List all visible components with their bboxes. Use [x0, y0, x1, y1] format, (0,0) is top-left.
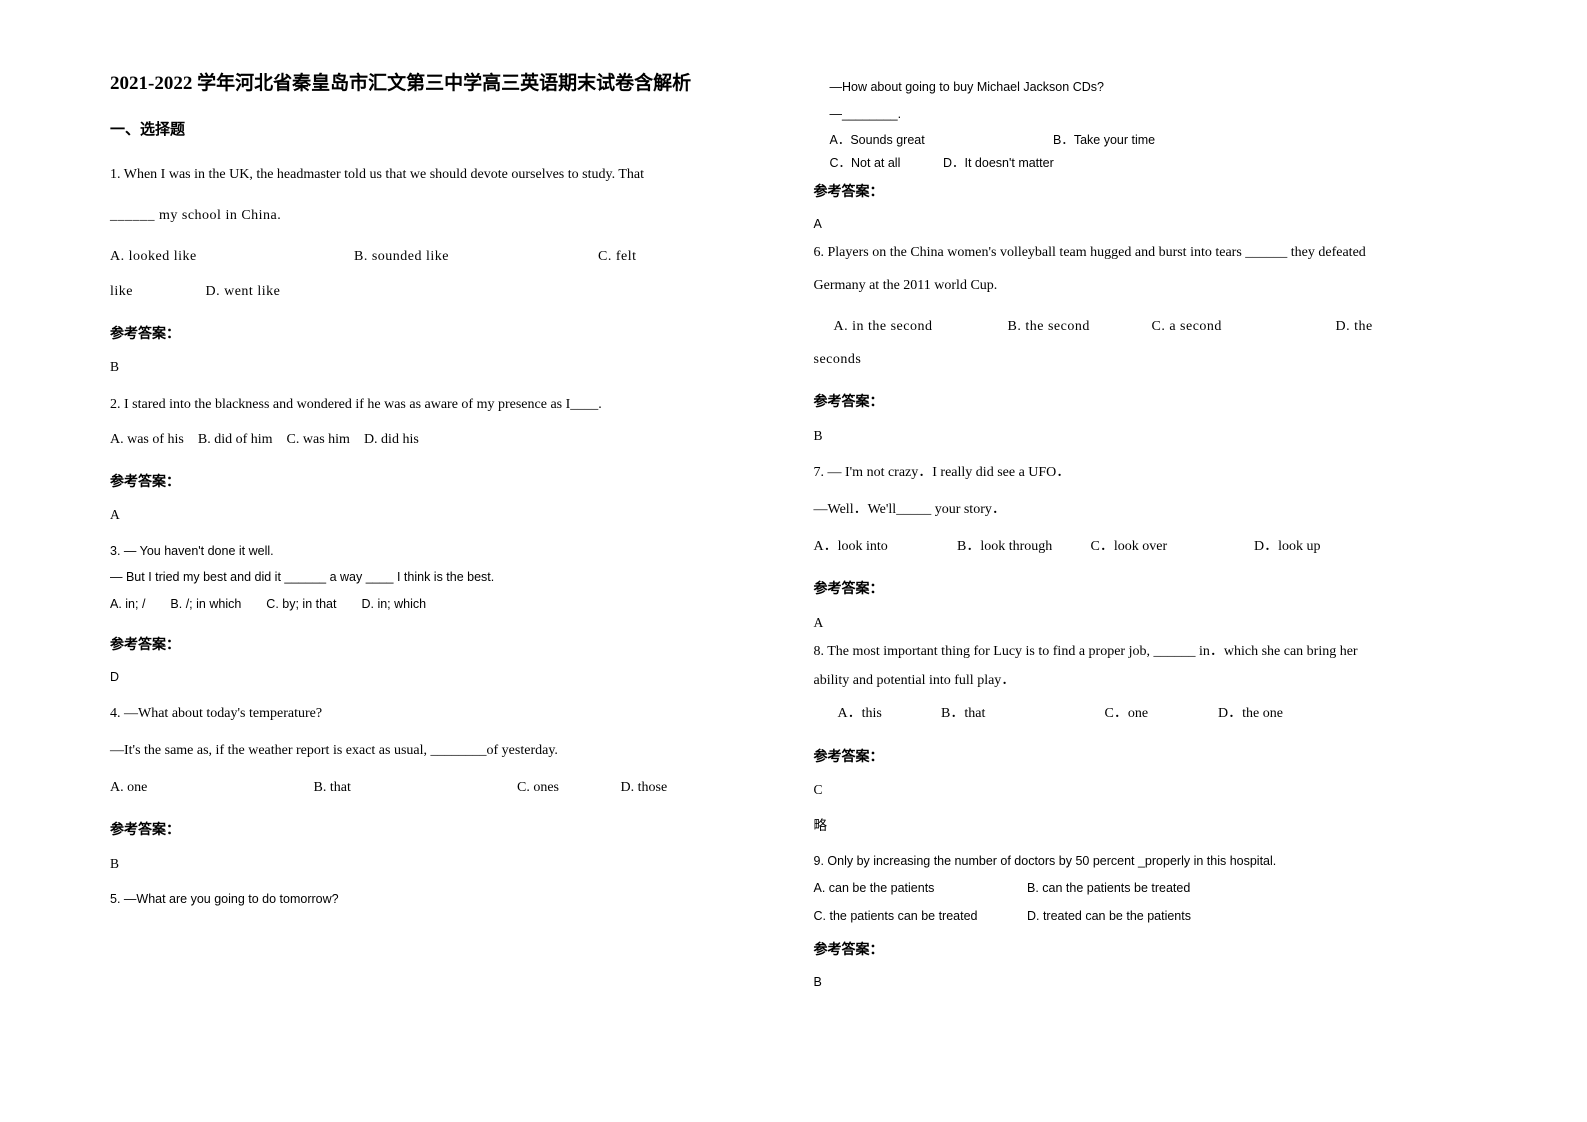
- question-6: 6. Players on the China women's volleyba…: [814, 240, 1478, 373]
- q1-option-a: A. looked like: [110, 244, 350, 269]
- q8-answer: C: [814, 778, 1478, 802]
- q9-options-row2: C. the patients can be treated D. treate…: [814, 905, 1478, 928]
- q2-answer: A: [110, 503, 774, 527]
- q6-option-d: D. the: [1336, 314, 1373, 339]
- right-column: —How about going to buy Michael Jackson …: [794, 70, 1498, 1072]
- q1-option-b: B. sounded like: [354, 244, 594, 269]
- q8-answer-label: 参考答案：: [814, 745, 1478, 770]
- question-3: 3. — You haven't done it well. — But I t…: [110, 540, 774, 616]
- question-4: 4. —What about today's temperature? —It'…: [110, 701, 774, 801]
- q4-answer: B: [110, 852, 774, 876]
- q1-option-c: C. felt: [598, 244, 637, 269]
- q5-stem-line2: —How about going to buy Michael Jackson …: [830, 76, 1478, 99]
- q4-options: A. one B. that C. ones D. those: [110, 775, 774, 800]
- q9-options-row1: A. can be the patients B. can the patien…: [814, 877, 1478, 900]
- q7-option-d: D．look up: [1254, 534, 1321, 559]
- q1-stem-line2: ______ my school in China.: [110, 203, 774, 228]
- q9-stem: 9. Only by increasing the number of doct…: [814, 850, 1478, 873]
- q7-answer: A: [814, 611, 1478, 635]
- q3-stem-line2: — But I tried my best and did it ______ …: [110, 566, 774, 589]
- question-9: 9. Only by increasing the number of doct…: [814, 850, 1478, 928]
- q5-options-row1: A．Sounds great B．Take your time: [830, 129, 1478, 152]
- q4-answer-label: 参考答案：: [110, 818, 774, 843]
- q7-stem-line1: 7. — I'm not crazy．I really did see a UF…: [814, 460, 1478, 485]
- question-7: 7. — I'm not crazy．I really did see a UF…: [814, 460, 1478, 560]
- q3-answer: D: [110, 666, 774, 689]
- question-8: 8. The most important thing for Lucy is …: [814, 639, 1478, 727]
- q7-option-b: B．look through: [957, 534, 1087, 559]
- q2-stem: 2. I stared into the blackness and wonde…: [110, 392, 774, 417]
- q8-stem-line1: 8. The most important thing for Lucy is …: [814, 639, 1478, 664]
- left-column: 2021-2022 学年河北省秦皇岛市汇文第三中学高三英语期末试卷含解析 一、选…: [90, 70, 794, 1072]
- q7-answer-label: 参考答案：: [814, 577, 1478, 602]
- q6-stem-line1: 6. Players on the China women's volleyba…: [814, 240, 1478, 265]
- q5-answer: A: [814, 213, 1478, 236]
- q9-answer: B: [814, 971, 1478, 994]
- q4-stem-line2: —It's the same as, if the weather report…: [110, 738, 774, 763]
- q1-stem-line1: 1. When I was in the UK, the headmaster …: [110, 162, 774, 187]
- q5-options-row2: C．Not at all D．It doesn't matter: [830, 152, 1478, 175]
- q1-options-row1: A. looked like B. sounded like C. felt: [110, 244, 774, 269]
- q7-option-c: C．look over: [1091, 534, 1251, 559]
- q9-option-b: B. can the patients be treated: [1027, 877, 1190, 900]
- q6-options-row1: A. in the second B. the second C. a seco…: [834, 314, 1478, 339]
- q6-answer: B: [814, 424, 1478, 448]
- q6-answer-label: 参考答案：: [814, 390, 1478, 415]
- q1-answer: B: [110, 355, 774, 379]
- q9-answer-label: 参考答案：: [814, 938, 1478, 963]
- q4-option-a: A. one: [110, 775, 310, 800]
- q4-option-b: B. that: [314, 775, 514, 800]
- q1-answer-label: 参考答案：: [110, 322, 774, 347]
- q8-option-c: C．one: [1105, 701, 1215, 726]
- q9-option-d: D. treated can be the patients: [1027, 905, 1191, 928]
- q8-option-b: B．that: [941, 701, 1101, 726]
- q8-note: 略: [814, 814, 1478, 838]
- q4-option-d: D. those: [621, 775, 668, 800]
- question-2: 2. I stared into the blackness and wonde…: [110, 392, 774, 452]
- q1-options-row2: like D. went like: [110, 279, 774, 304]
- q7-stem-line2: —Well．We'll_____ your story．: [814, 497, 1478, 522]
- q4-stem-line1: 4. —What about today's temperature?: [110, 701, 774, 726]
- section-1-header: 一、选择题: [110, 117, 774, 144]
- q5-stem-line1: 5. —What are you going to do tomorrow?: [110, 888, 774, 911]
- q8-stem-line2: ability and potential into full play．: [814, 668, 1478, 693]
- q6-option-c: C. a second: [1152, 314, 1332, 339]
- q5-option-d: D．It doesn't matter: [943, 152, 1054, 175]
- q8-option-d: D．the one: [1218, 701, 1283, 726]
- q3-stem-line1: 3. — You haven't done it well.: [110, 540, 774, 563]
- question-1: 1. When I was in the UK, the headmaster …: [110, 162, 774, 305]
- exam-title: 2021-2022 学年河北省秦皇岛市汇文第三中学高三英语期末试卷含解析: [110, 70, 774, 99]
- q6-option-b: B. the second: [1008, 314, 1148, 339]
- q2-options: A. was of his B. did of him C. was him D…: [110, 427, 774, 452]
- question-5-cont: —How about going to buy Michael Jackson …: [814, 76, 1478, 174]
- q5-option-b: B．Take your time: [1053, 129, 1155, 152]
- q5-option-a: A．Sounds great: [830, 129, 1050, 152]
- q6-stem-line2: Germany at the 2011 world Cup.: [814, 273, 1478, 298]
- q6-option-a: A. in the second: [834, 314, 1004, 339]
- q5-stem-line3: —________.: [830, 103, 1478, 126]
- q9-option-c: C. the patients can be treated: [814, 905, 1024, 928]
- q3-answer-label: 参考答案：: [110, 633, 774, 658]
- q8-option-a: A．this: [838, 701, 938, 726]
- q7-options: A．look into B．look through C．look over D…: [814, 534, 1478, 559]
- q5-answer-label: 参考答案：: [814, 180, 1478, 205]
- q5-option-c: C．Not at all: [830, 152, 940, 175]
- q4-option-c: C. ones: [517, 775, 617, 800]
- q9-option-a: A. can be the patients: [814, 877, 1024, 900]
- q6-options-row2: seconds: [814, 347, 1478, 372]
- q2-answer-label: 参考答案：: [110, 470, 774, 495]
- q3-options: A. in; / B. /; in which C. by; in that D…: [110, 593, 774, 616]
- q8-options: A．this B．that C．one D．the one: [838, 701, 1478, 726]
- q7-option-a: A．look into: [814, 534, 954, 559]
